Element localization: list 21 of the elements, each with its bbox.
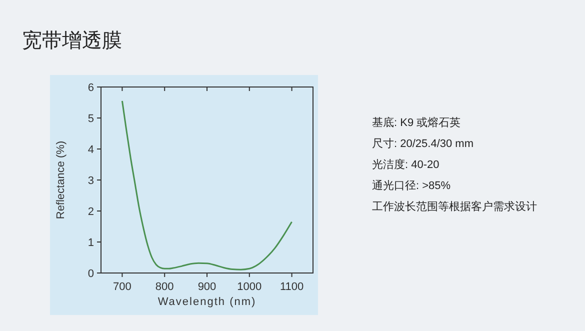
y-tick-label: 2 xyxy=(88,206,94,218)
chart-title: 宽带增透膜 xyxy=(22,30,122,52)
y-tick-label: 3 xyxy=(88,175,94,187)
text: 光洁度: 40-20 xyxy=(372,158,440,171)
text: 通光口径: >85% xyxy=(372,179,451,192)
y-tick-label: 1 xyxy=(88,237,94,249)
x-tick-label: 700 xyxy=(113,281,132,293)
text: 工作波长范围等根据客户需求设计 xyxy=(372,200,537,213)
text: 尺寸: 20/25.4/30 mm xyxy=(372,137,474,150)
x-tick-label: 900 xyxy=(198,281,216,293)
y-axis-title: Reflectance (%) xyxy=(55,140,67,220)
y-tick-label: 4 xyxy=(88,144,94,156)
x-tick-label: 1100 xyxy=(280,281,304,293)
y-tick-label: 0 xyxy=(88,268,94,280)
y-tick-label: 5 xyxy=(88,113,94,125)
x-axis-title: Wavelength (nm) xyxy=(158,296,256,308)
line-series xyxy=(121,100,293,270)
y-tick-label: 6 xyxy=(88,82,94,94)
x-tick-label: 1000 xyxy=(237,281,262,293)
text: 基底: K9 或熔石英 xyxy=(372,116,461,129)
x-tick-label: 800 xyxy=(155,281,174,293)
